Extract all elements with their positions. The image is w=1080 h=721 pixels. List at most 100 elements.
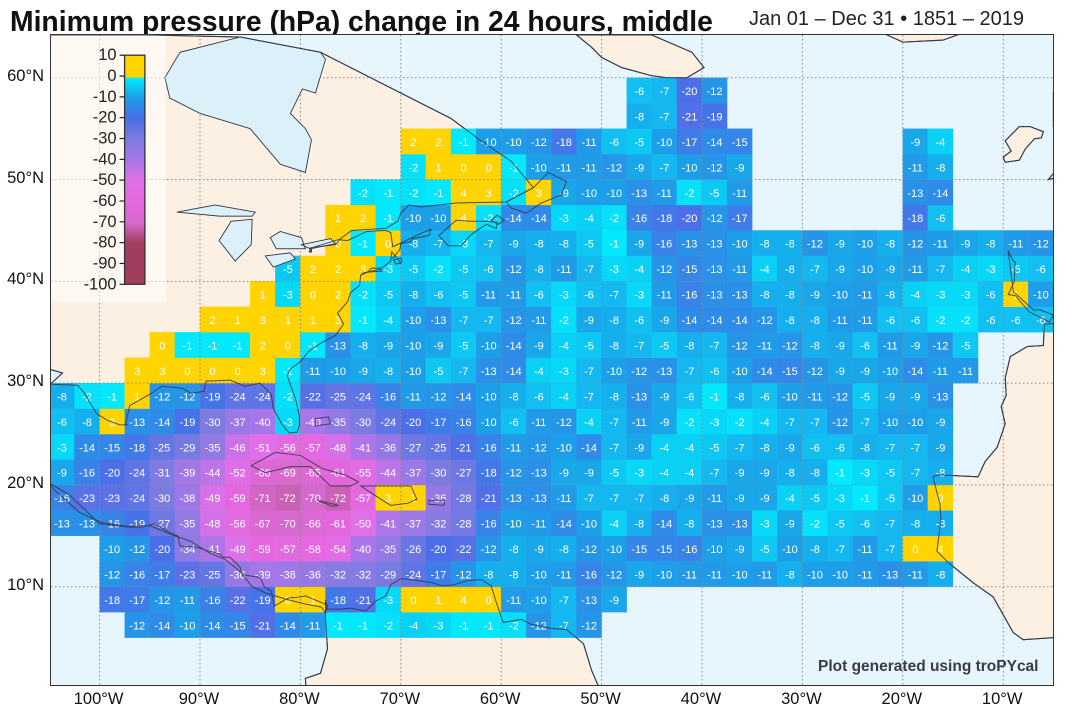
svg-text:-11: -11 bbox=[556, 570, 571, 582]
svg-text:-4: -4 bbox=[584, 213, 594, 225]
svg-text:-12: -12 bbox=[506, 264, 522, 276]
svg-text:-51: -51 bbox=[255, 442, 271, 454]
svg-text:-13: -13 bbox=[707, 239, 723, 251]
svg-text:-39: -39 bbox=[179, 468, 195, 480]
svg-text:-13: -13 bbox=[531, 493, 547, 505]
svg-text:-17: -17 bbox=[732, 213, 748, 225]
svg-text:-1: -1 bbox=[459, 137, 469, 149]
svg-text:-10: -10 bbox=[907, 417, 923, 429]
svg-text:-8: -8 bbox=[408, 239, 418, 251]
svg-text:-5: -5 bbox=[659, 340, 669, 352]
svg-text:-7: -7 bbox=[559, 595, 569, 607]
svg-text:-3: -3 bbox=[559, 290, 569, 302]
svg-text:-14: -14 bbox=[907, 366, 923, 378]
svg-text:-9: -9 bbox=[584, 468, 594, 480]
svg-text:-9: -9 bbox=[634, 570, 644, 582]
svg-text:-11: -11 bbox=[732, 188, 747, 200]
svg-text:-11: -11 bbox=[657, 290, 672, 302]
svg-text:-7: -7 bbox=[584, 366, 594, 378]
svg-text:-15: -15 bbox=[230, 620, 246, 632]
svg-text:-6: -6 bbox=[986, 315, 996, 327]
svg-text:-66: -66 bbox=[255, 468, 271, 480]
svg-text:-3: -3 bbox=[434, 620, 444, 632]
svg-text:-19: -19 bbox=[179, 417, 195, 429]
svg-text:-58: -58 bbox=[305, 544, 321, 556]
svg-text:-11: -11 bbox=[506, 442, 521, 454]
svg-text:-19: -19 bbox=[707, 111, 723, 123]
svg-text:-9: -9 bbox=[885, 264, 895, 276]
svg-text:-7: -7 bbox=[634, 493, 644, 505]
svg-text:-13: -13 bbox=[932, 391, 948, 403]
svg-text:-15: -15 bbox=[656, 544, 672, 556]
svg-text:-10: -10 bbox=[807, 570, 823, 582]
svg-text:-1: -1 bbox=[710, 391, 720, 403]
svg-text:-8: -8 bbox=[760, 442, 770, 454]
svg-text:-9: -9 bbox=[835, 264, 845, 276]
svg-text:-13: -13 bbox=[430, 315, 446, 327]
svg-text:-10: -10 bbox=[656, 570, 672, 582]
svg-text:-10: -10 bbox=[405, 213, 421, 225]
svg-text:-13: -13 bbox=[707, 264, 723, 276]
svg-text:-13: -13 bbox=[54, 519, 70, 531]
svg-text:-9: -9 bbox=[936, 417, 946, 429]
svg-text:-9: -9 bbox=[910, 391, 920, 403]
svg-text:-8: -8 bbox=[810, 468, 820, 480]
svg-text:-13: -13 bbox=[882, 570, 898, 582]
svg-text:-6: -6 bbox=[685, 391, 695, 403]
svg-text:1: 1 bbox=[235, 315, 241, 327]
svg-text:-8: -8 bbox=[408, 290, 418, 302]
svg-text:-28: -28 bbox=[456, 493, 472, 505]
svg-text:-4: -4 bbox=[659, 442, 669, 454]
svg-text:-44: -44 bbox=[380, 468, 396, 480]
svg-text:-41: -41 bbox=[355, 442, 371, 454]
svg-text:0: 0 bbox=[107, 67, 116, 85]
svg-text:-5: -5 bbox=[283, 264, 293, 276]
svg-text:-2: -2 bbox=[509, 620, 519, 632]
svg-text:-12: -12 bbox=[129, 544, 145, 556]
svg-text:-8: -8 bbox=[785, 315, 795, 327]
svg-text:-3: -3 bbox=[283, 290, 293, 302]
svg-text:-4: -4 bbox=[760, 417, 770, 429]
svg-text:-66: -66 bbox=[305, 519, 321, 531]
svg-text:-11: -11 bbox=[933, 366, 948, 378]
svg-text:-10: -10 bbox=[681, 162, 697, 174]
svg-text:-90: -90 bbox=[93, 254, 117, 272]
svg-text:-4: -4 bbox=[559, 340, 569, 352]
svg-text:-11: -11 bbox=[531, 417, 546, 429]
svg-text:-3: -3 bbox=[559, 366, 569, 378]
svg-text:3: 3 bbox=[260, 315, 266, 327]
svg-text:-9: -9 bbox=[760, 468, 770, 480]
svg-text:-9: -9 bbox=[634, 162, 644, 174]
svg-text:-8: -8 bbox=[936, 570, 946, 582]
svg-text:-32: -32 bbox=[355, 570, 371, 582]
svg-text:-10: -10 bbox=[782, 391, 798, 403]
svg-text:-3: -3 bbox=[961, 290, 971, 302]
svg-text:-7: -7 bbox=[634, 340, 644, 352]
svg-text:4: 4 bbox=[460, 213, 466, 225]
svg-text:-13: -13 bbox=[707, 290, 723, 302]
svg-text:0: 0 bbox=[310, 290, 316, 302]
svg-text:-13: -13 bbox=[330, 340, 346, 352]
svg-text:-8: -8 bbox=[534, 264, 544, 276]
svg-text:-22: -22 bbox=[230, 595, 246, 607]
svg-text:-14: -14 bbox=[154, 620, 170, 632]
svg-text:-8: -8 bbox=[559, 239, 569, 251]
svg-text:-16: -16 bbox=[481, 442, 497, 454]
svg-text:-5: -5 bbox=[810, 493, 820, 505]
svg-text:-18: -18 bbox=[656, 213, 672, 225]
svg-text:-10: -10 bbox=[481, 137, 497, 149]
svg-text:-12: -12 bbox=[456, 570, 472, 582]
svg-text:-18: -18 bbox=[481, 468, 497, 480]
svg-text:-9: -9 bbox=[634, 239, 644, 251]
svg-text:-3: -3 bbox=[634, 468, 644, 480]
svg-text:-21: -21 bbox=[681, 111, 697, 123]
svg-text:-11: -11 bbox=[707, 493, 722, 505]
svg-text:-14: -14 bbox=[681, 315, 697, 327]
svg-text:-1: -1 bbox=[107, 391, 117, 403]
svg-text:-14: -14 bbox=[154, 417, 170, 429]
svg-text:-27: -27 bbox=[405, 442, 421, 454]
svg-text:-11: -11 bbox=[757, 570, 772, 582]
svg-text:3: 3 bbox=[134, 366, 140, 378]
svg-text:-4: -4 bbox=[685, 468, 695, 480]
svg-text:-1: -1 bbox=[860, 493, 870, 505]
